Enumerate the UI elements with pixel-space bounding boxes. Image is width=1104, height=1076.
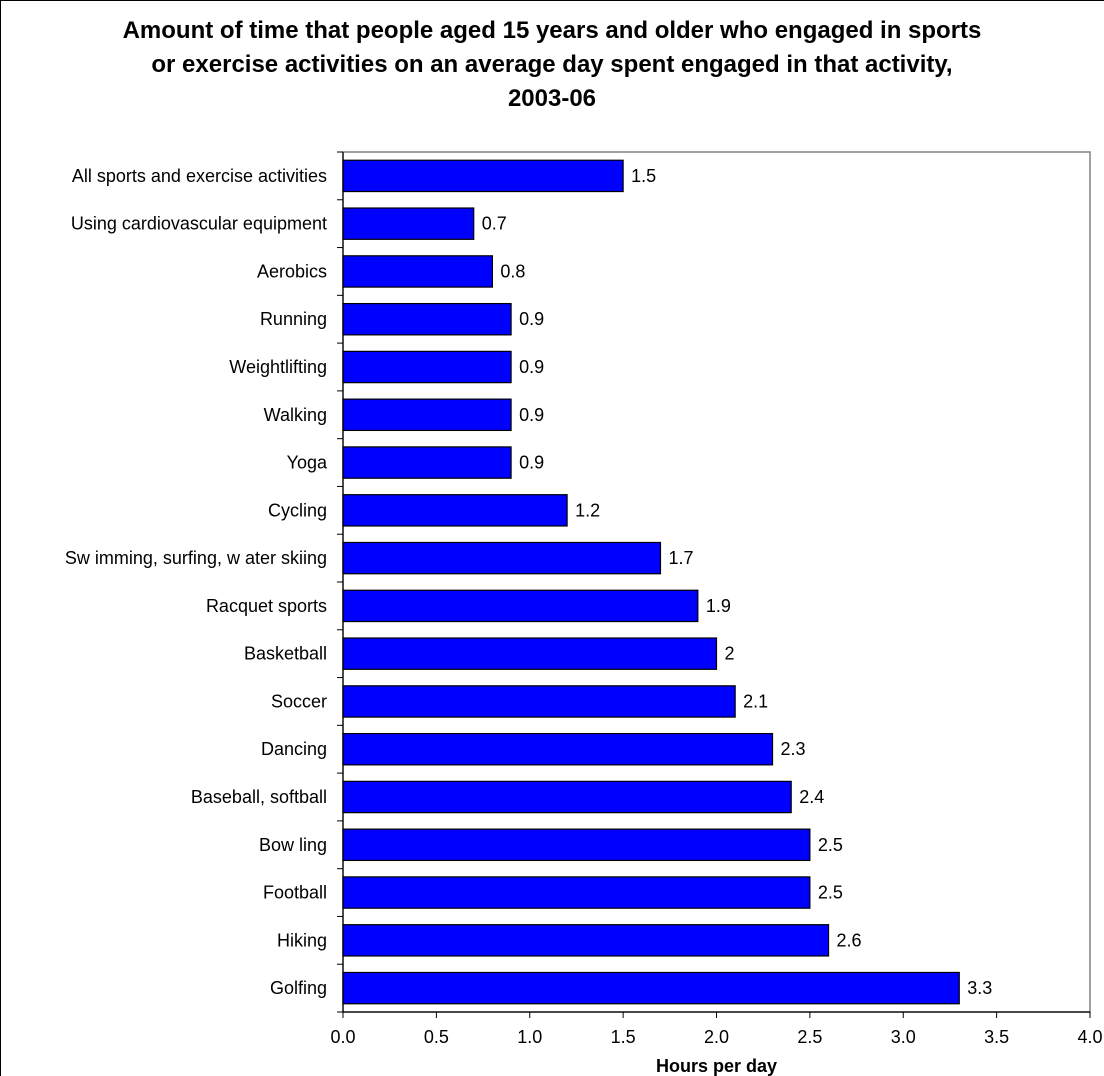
bar (342, 589, 699, 623)
data-label: 3.3 (967, 978, 992, 998)
category-label: Bow ling (259, 835, 327, 855)
bar (342, 398, 512, 432)
x-tick-label: 2.5 (797, 1027, 822, 1047)
bar (342, 255, 493, 288)
data-label: 0.8 (500, 261, 525, 281)
bar (342, 494, 568, 527)
category-label: Soccer (271, 691, 327, 711)
x-axis-title: Hours per day (656, 1056, 777, 1076)
bar (342, 302, 512, 336)
category-label: Hiking (277, 930, 327, 950)
category-label: Walking (264, 405, 327, 425)
x-tick-label: 1.5 (611, 1027, 636, 1047)
bar (342, 780, 792, 814)
data-label: 0.9 (519, 309, 544, 329)
category-label: Weightlifting (229, 357, 327, 377)
bar (342, 971, 960, 1005)
x-tick-label: 2.0 (704, 1027, 729, 1047)
data-label: 0.9 (519, 405, 544, 425)
data-label: 2 (725, 644, 735, 664)
data-label: 2.5 (818, 835, 843, 855)
bar (342, 685, 736, 718)
bar (342, 159, 624, 193)
category-label: Sw imming, surfing, w ater skiing (65, 548, 327, 568)
x-tick-label: 3.5 (984, 1027, 1009, 1047)
data-label: 1.9 (706, 596, 731, 616)
category-label: Dancing (261, 739, 327, 759)
category-label: Aerobics (257, 261, 327, 281)
data-label: 2.5 (818, 883, 843, 903)
category-label: Golfing (270, 978, 327, 998)
data-label: 2.3 (781, 739, 806, 759)
category-label: Basketball (244, 644, 327, 664)
bar (342, 207, 475, 240)
data-label: 0.7 (482, 214, 507, 234)
bar (342, 446, 512, 479)
x-tick-label: 0.0 (330, 1027, 355, 1047)
category-label: Baseball, softball (191, 787, 327, 807)
bar (342, 828, 811, 862)
data-label: 2.4 (799, 787, 824, 807)
bar (342, 541, 662, 575)
bar (342, 350, 512, 384)
x-tick-label: 1.0 (517, 1027, 542, 1047)
data-label: 1.7 (668, 548, 693, 568)
bar (342, 876, 811, 909)
x-tick-label: 0.5 (424, 1027, 449, 1047)
category-label: Football (263, 883, 327, 903)
category-label: Using cardiovascular equipment (71, 214, 327, 234)
data-label: 0.9 (519, 453, 544, 473)
chart-title: Amount of time that people aged 15 years… (122, 17, 982, 112)
category-label: Yoga (287, 453, 328, 473)
bar (342, 924, 830, 957)
category-label: Cycling (268, 500, 327, 520)
data-label: 2.1 (743, 691, 768, 711)
category-label: All sports and exercise activities (72, 166, 327, 186)
category-label: Racquet sports (206, 596, 327, 616)
data-label: 1.5 (631, 166, 656, 186)
x-tick-label: 3.0 (891, 1027, 916, 1047)
bar (342, 732, 774, 766)
data-label: 0.9 (519, 357, 544, 377)
data-label: 2.6 (837, 930, 862, 950)
category-label: Running (260, 309, 327, 329)
data-label: 1.2 (575, 500, 600, 520)
x-tick-label: 4.0 (1077, 1027, 1102, 1047)
bar (342, 637, 718, 670)
